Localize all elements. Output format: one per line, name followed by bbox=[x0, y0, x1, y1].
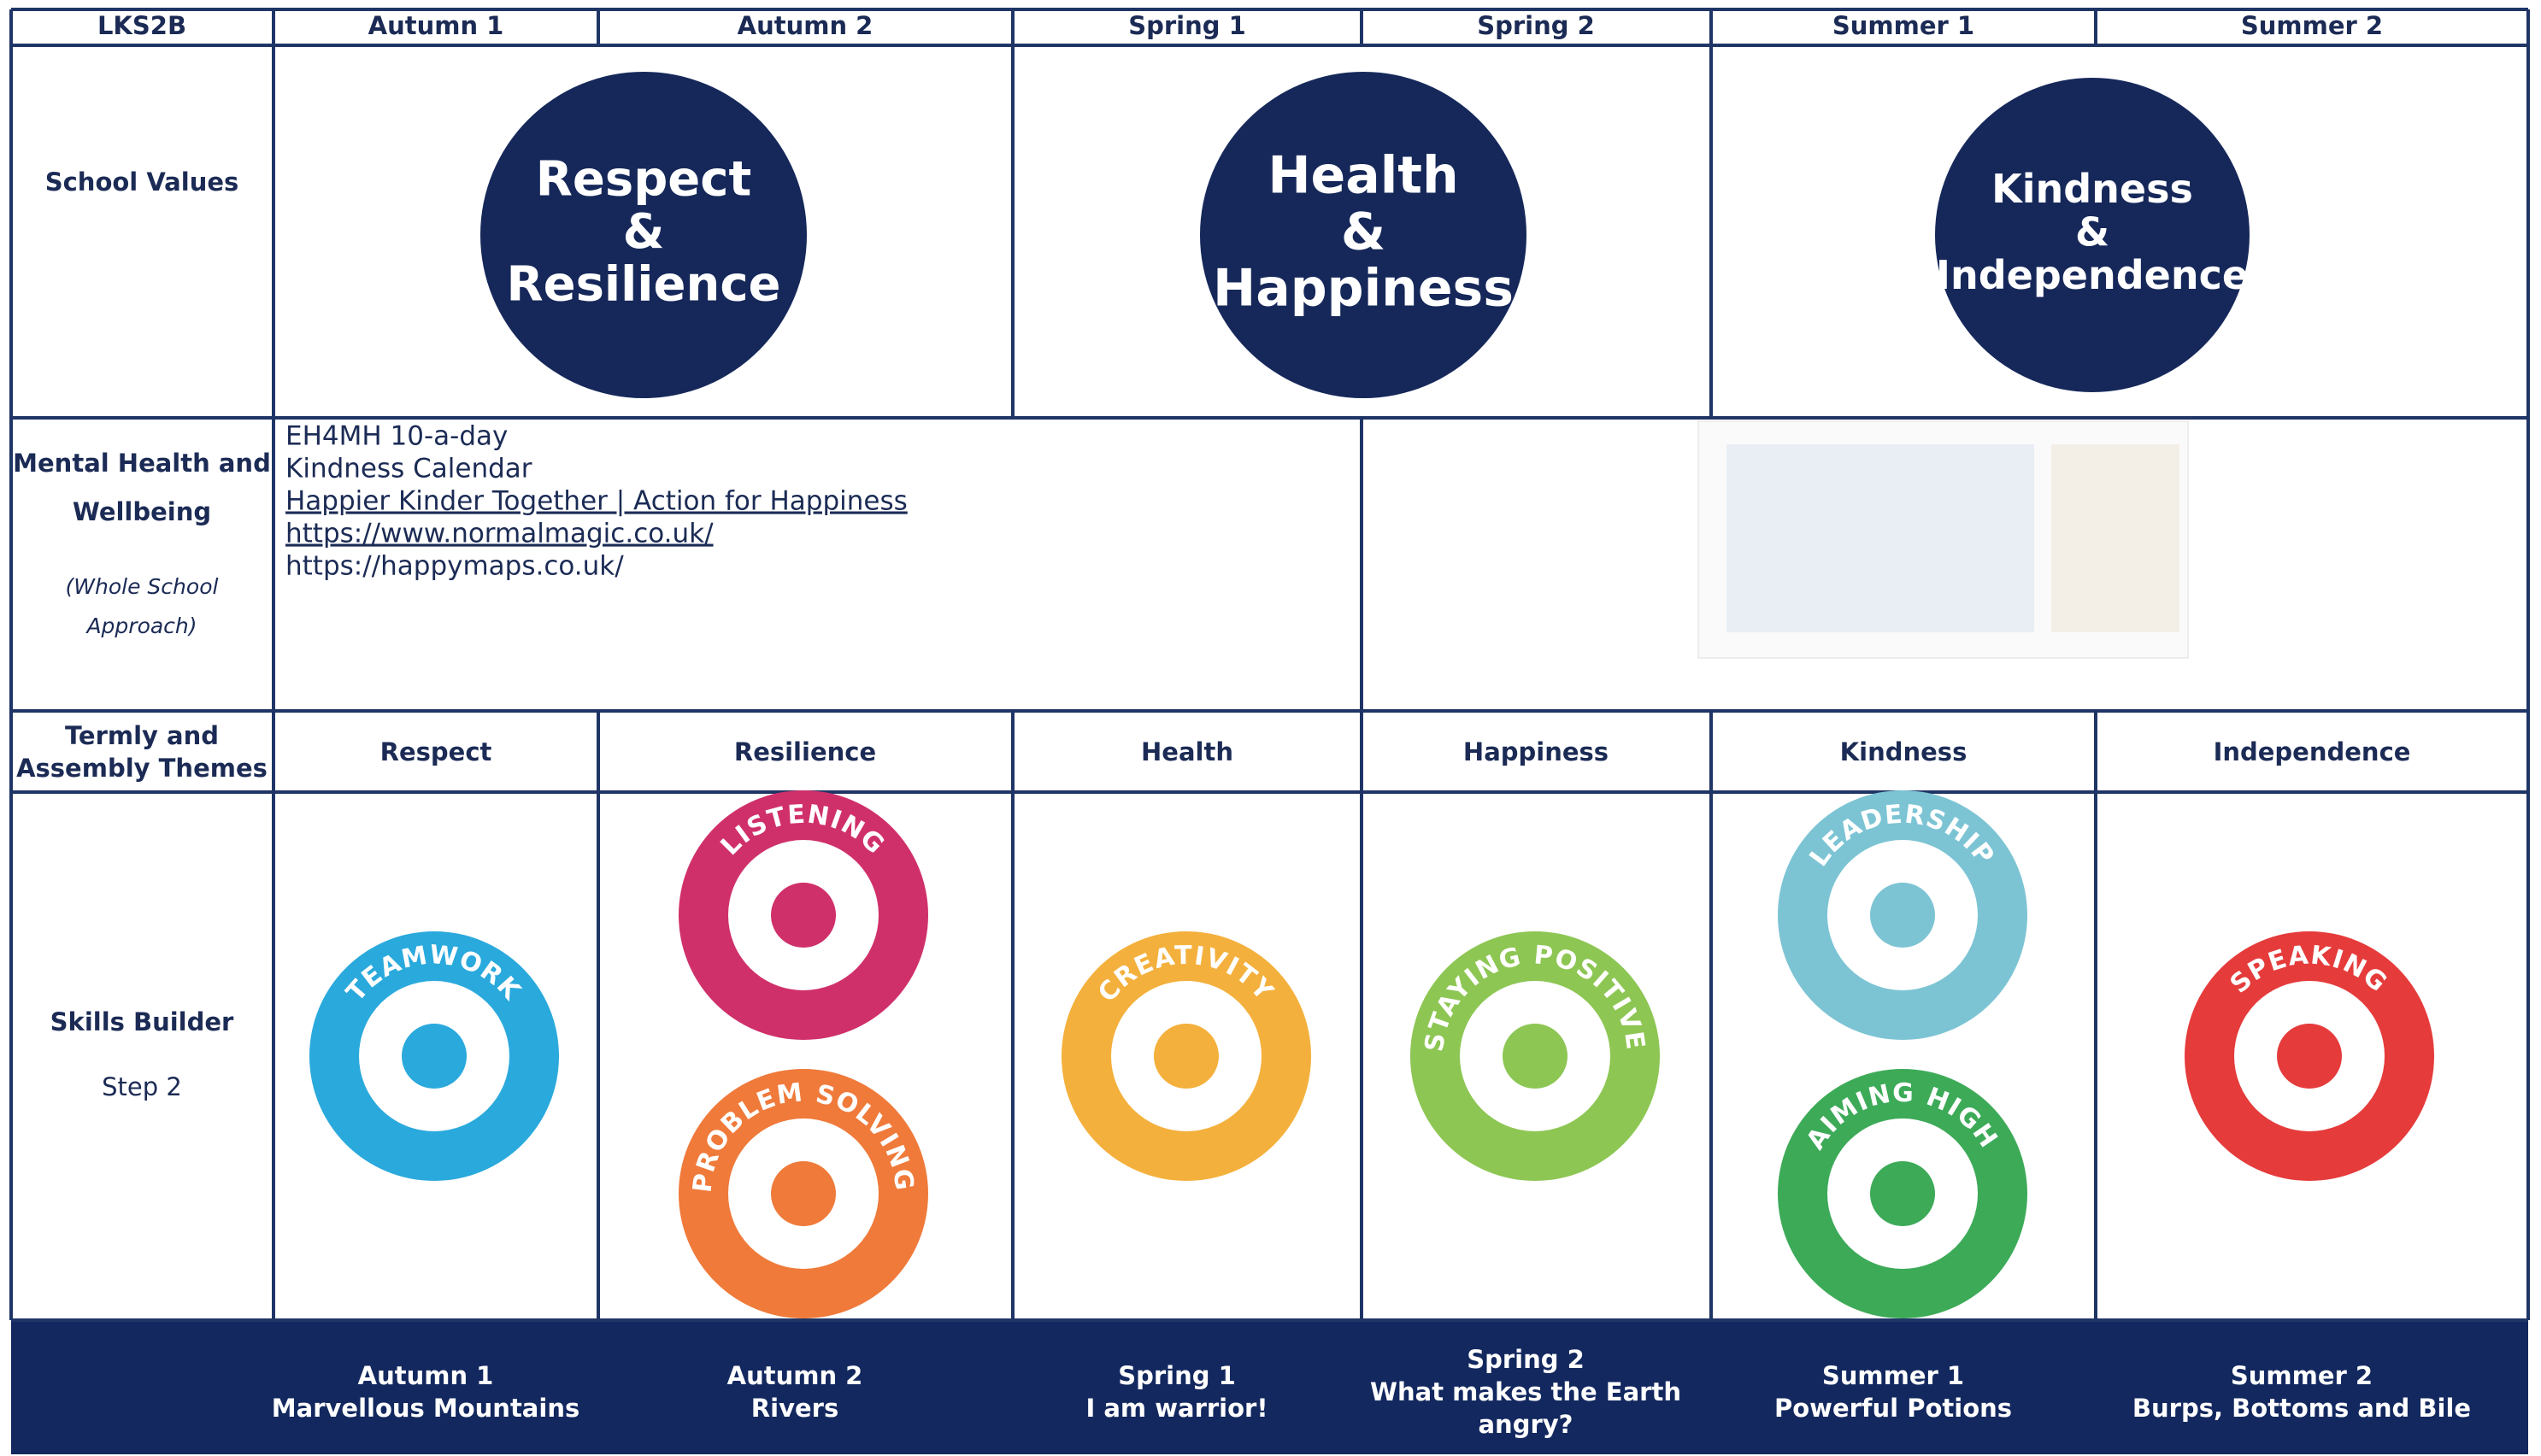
link: https://www.normalmagic.co.uk/ bbox=[285, 519, 714, 549]
row-label: Skills Builder bbox=[50, 1007, 234, 1036]
skill-icon bbox=[1870, 1161, 1935, 1226]
theme: Respect bbox=[380, 737, 492, 766]
skill-icon bbox=[1503, 1024, 1568, 1089]
theme: Independence bbox=[2214, 737, 2411, 766]
mh-text: https://happymaps.co.uk/ bbox=[285, 551, 624, 582]
theme: Health bbox=[1141, 737, 1233, 766]
topic-title: What makes the Earth bbox=[1370, 1377, 1681, 1406]
row-label: Assembly Themes bbox=[16, 754, 268, 783]
calendar-image bbox=[1697, 420, 2189, 659]
topic-term: Spring 1 bbox=[1118, 1361, 1236, 1390]
value-text: & bbox=[623, 204, 665, 260]
value-text: Independence bbox=[1936, 252, 2249, 298]
value-text: & bbox=[1341, 203, 1385, 262]
table-grid bbox=[9, 8, 2530, 1322]
value-text: Resilience bbox=[506, 257, 780, 313]
mh-text: EH4MH 10-a-day bbox=[285, 421, 508, 452]
row-label: School Values bbox=[45, 167, 239, 197]
skill-icon bbox=[771, 1161, 836, 1226]
skill-icon bbox=[1154, 1024, 1219, 1089]
row-label: Wellbeing bbox=[73, 497, 211, 526]
term-header: Summer 1 bbox=[1832, 11, 1974, 40]
value-text: Happiness bbox=[1213, 259, 1514, 319]
theme: Happiness bbox=[1463, 737, 1609, 766]
skill-icon bbox=[2277, 1024, 2342, 1089]
term-header: Autumn 2 bbox=[738, 11, 873, 40]
term-header: Spring 1 bbox=[1128, 11, 1246, 40]
row-label: Termly and bbox=[65, 721, 219, 750]
row-note: Approach) bbox=[85, 614, 197, 638]
topic-title: Burps, Bottoms and Bile bbox=[2132, 1394, 2471, 1423]
skill-icon bbox=[1870, 883, 1935, 948]
topic-term: Autumn 2 bbox=[727, 1361, 863, 1390]
topic-title: Powerful Potions bbox=[1774, 1394, 2012, 1423]
mh-text: Kindness Calendar bbox=[285, 454, 532, 484]
term-header: Summer 2 bbox=[2241, 11, 2383, 40]
value-text: Respect bbox=[536, 152, 751, 208]
topic-term: Summer 1 bbox=[1822, 1361, 1964, 1390]
topic-term: Spring 2 bbox=[1467, 1345, 1585, 1374]
term-header: Autumn 1 bbox=[368, 11, 504, 40]
topic-title: angry? bbox=[1478, 1410, 1573, 1439]
topic-title: I am warrior! bbox=[1085, 1394, 1268, 1423]
skill-icon bbox=[771, 883, 836, 948]
value-text: Health bbox=[1268, 146, 1458, 206]
term-header: Spring 2 bbox=[1477, 11, 1595, 40]
value-badge bbox=[1200, 72, 1526, 398]
value-text: & bbox=[2075, 209, 2109, 255]
value-badge bbox=[480, 72, 807, 398]
topic-title: Rivers bbox=[751, 1394, 838, 1423]
theme: Kindness bbox=[1840, 737, 1968, 766]
value-badge bbox=[1935, 78, 2250, 392]
theme: Resilience bbox=[734, 737, 876, 766]
skill-icon bbox=[402, 1024, 467, 1089]
row-label: Mental Health and bbox=[13, 449, 271, 478]
topic-title: Marvellous Mountains bbox=[272, 1394, 579, 1423]
link: Happier Kinder Together | Action for Hap… bbox=[285, 486, 908, 517]
corner-label: LKS2B bbox=[97, 11, 186, 40]
value-text: Kindness bbox=[1991, 166, 2193, 212]
topic-band bbox=[11, 1320, 2528, 1454]
row-note: (Whole School bbox=[66, 574, 219, 599]
topic-term: Summer 2 bbox=[2231, 1361, 2373, 1390]
row-label: Step 2 bbox=[102, 1072, 182, 1101]
topic-term: Autumn 1 bbox=[358, 1361, 494, 1390]
